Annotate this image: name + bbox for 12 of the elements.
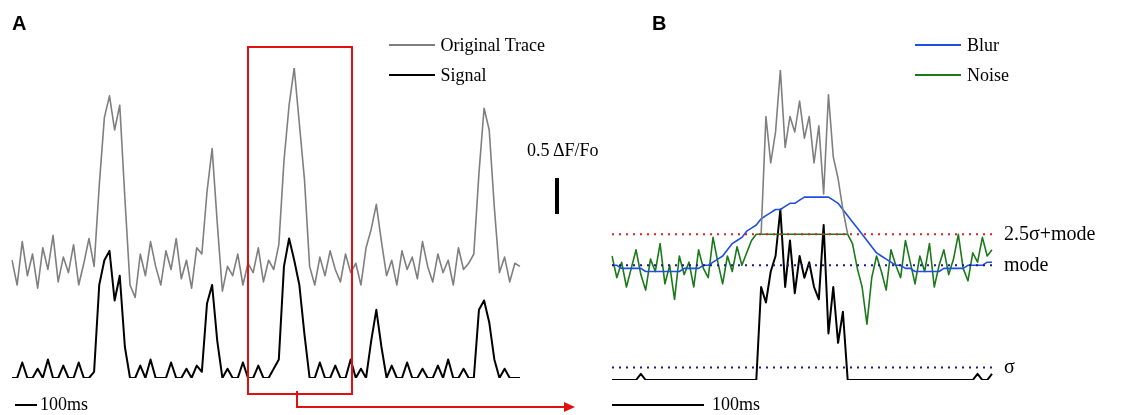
chart-title: B <box>652 12 667 35</box>
text: 100ms <box>40 394 89 415</box>
ref-line-label: 2.5σ+mode <box>1004 221 1096 244</box>
legend-label: Signal <box>440 64 487 87</box>
text: 100ms <box>712 394 761 415</box>
legend-label: Blur <box>967 34 1000 57</box>
chart-title: A <box>12 12 27 35</box>
legend-label: Noise <box>967 64 1009 87</box>
legend-label: Original Trace <box>440 34 545 57</box>
ref-line-label: mode <box>1004 252 1049 275</box>
text: 0.5 ΔF/Fo <box>527 140 599 161</box>
ref-line-label: σ <box>1004 354 1015 377</box>
